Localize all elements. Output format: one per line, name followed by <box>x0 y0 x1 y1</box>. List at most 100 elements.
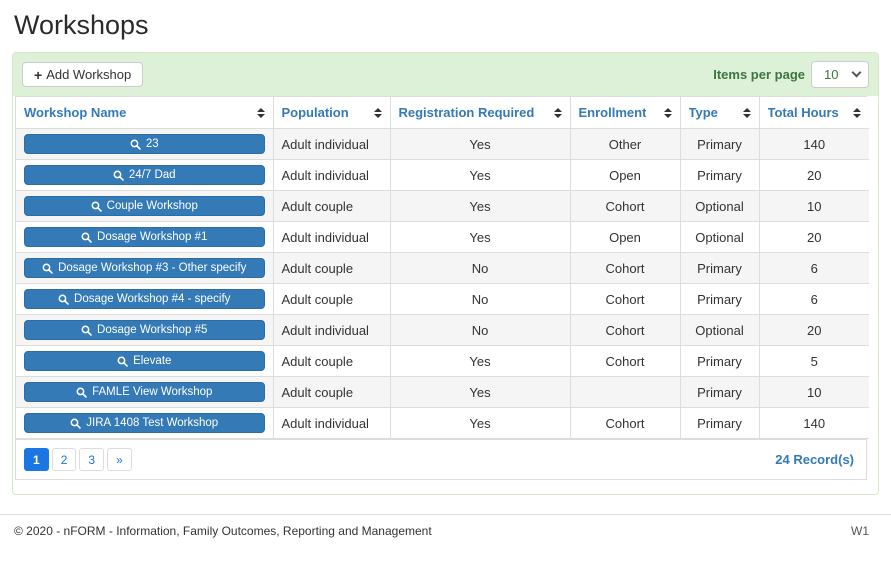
page-title: Workshops <box>14 10 149 40</box>
search-icon <box>81 325 92 336</box>
workshops-table: Workshop Name Population Registration Requ… <box>16 97 869 439</box>
pager: 1 2 3» <box>24 448 132 471</box>
column-header-type[interactable]: Type <box>679 97 760 129</box>
enrollment-cell: Open <box>569 159 681 191</box>
footer-site-code: W1 <box>851 524 869 538</box>
workshop-link-button[interactable]: FAMLE View Workshop <box>24 382 265 402</box>
registration-required-cell: Yes <box>389 190 571 222</box>
registration-required-cell: No <box>389 314 571 346</box>
table-row: Elevate Adult couple Yes Cohort Primary 5 <box>16 345 869 377</box>
population-cell: Adult individual <box>272 128 391 160</box>
registration-required-cell: Yes <box>389 221 571 253</box>
table-row: JIRA 1408 Test Workshop Adult individual Y… <box>16 407 869 439</box>
sort-icon <box>373 107 382 118</box>
next-page-button[interactable]: » <box>107 448 132 471</box>
workshop-name-label: FAMLE View Workshop <box>92 386 213 398</box>
search-icon <box>91 201 102 212</box>
search-icon <box>81 232 92 243</box>
total-hours-cell: 6 <box>758 252 869 284</box>
population-cell: Adult individual <box>272 159 391 191</box>
workshop-name-label: Dosage Workshop #4 - specify <box>74 293 231 305</box>
workshops-panel: + Add Workshop Items per page 10 Worksho… <box>12 52 879 495</box>
total-hours-cell: 10 <box>758 376 869 408</box>
population-cell: Adult couple <box>272 345 391 377</box>
workshop-link-button[interactable]: Elevate <box>24 351 265 371</box>
search-icon <box>70 418 82 429</box>
workshops-table-wrap: Workshop Name Population Registration Requ… <box>15 96 869 480</box>
column-header-label: Type <box>688 105 718 120</box>
sort-icon <box>853 107 861 118</box>
table-row: Dosage Workshop #3 - Other specify Adult … <box>16 252 869 284</box>
column-header-workshop_name[interactable]: Workshop Name <box>16 97 274 129</box>
workshop-link-button[interactable]: Dosage Workshop #3 - Other specify <box>24 258 265 278</box>
site-footer: © 2020 - nFORM - Information, Family Out… <box>0 515 891 538</box>
sort-icon <box>663 107 672 118</box>
workshop-name-cell: Dosage Workshop #3 - Other specify <box>16 252 274 284</box>
population-cell: Adult couple <box>272 252 391 284</box>
workshop-link-button[interactable]: Couple Workshop <box>24 196 265 216</box>
column-header-total_hours[interactable]: Total Hours <box>758 97 869 129</box>
sort-icon <box>553 107 562 118</box>
page-button-1[interactable]: 1 <box>24 448 49 471</box>
workshop-name-label: JIRA 1408 Test Workshop <box>86 417 219 429</box>
workshop-name-cell: JIRA 1408 Test Workshop <box>16 407 274 439</box>
workshop-link-button[interactable]: 24/7 Dad <box>24 165 265 185</box>
workshop-name-cell: Dosage Workshop #1 <box>16 221 274 253</box>
items-per-page-select[interactable]: 10 <box>811 61 869 88</box>
column-header-population[interactable]: Population <box>272 97 391 129</box>
type-cell: Primary <box>679 345 760 377</box>
table-header-row: Workshop Name Population Registration Requ… <box>16 97 869 129</box>
workshop-link-button[interactable]: Dosage Workshop #4 - specify <box>24 289 265 309</box>
column-header-label: Enrollment <box>578 105 647 120</box>
workshop-name-cell: Couple Workshop <box>16 190 274 222</box>
sort-icon <box>256 107 265 118</box>
page-button-3[interactable]: 3 <box>79 448 105 471</box>
registration-required-cell: Yes <box>389 376 571 408</box>
records-count: 24 Record(s) <box>775 452 854 467</box>
population-cell: Adult couple <box>272 190 391 222</box>
add-workshop-button[interactable]: + Add Workshop <box>22 62 144 87</box>
type-cell: Primary <box>679 128 760 160</box>
type-cell: Primary <box>679 283 760 315</box>
workshop-name-label: Dosage Workshop #5 <box>97 324 208 336</box>
registration-required-cell: Yes <box>389 159 571 191</box>
enrollment-cell <box>569 376 681 408</box>
total-hours-cell: 140 <box>758 128 869 160</box>
workshop-name-cell: Elevate <box>16 345 274 377</box>
workshop-link-button[interactable]: Dosage Workshop #5 <box>24 320 265 340</box>
table-row: Dosage Workshop #1 Adult individual Yes Ope… <box>16 221 869 253</box>
plus-icon: + <box>34 66 43 83</box>
registration-required-cell: Yes <box>389 407 571 439</box>
workshop-link-button[interactable]: 23 <box>24 134 265 154</box>
search-icon <box>117 356 128 367</box>
column-header-label: Registration Required <box>398 105 535 120</box>
panel-body: Workshop Name Population Registration Requ… <box>13 96 878 494</box>
workshop-name-label: Couple Workshop <box>106 200 198 212</box>
enrollment-cell: Cohort <box>569 407 681 439</box>
population-cell: Adult individual <box>272 407 391 439</box>
type-cell: Optional <box>679 190 760 222</box>
workshop-link-button[interactable]: Dosage Workshop #1 <box>24 227 265 247</box>
registration-required-cell: Yes <box>389 128 571 160</box>
population-cell: Adult couple <box>272 376 391 408</box>
type-cell: Primary <box>679 252 760 284</box>
table-row: 23 Adult individual Yes Other Primary 140 <box>16 128 869 160</box>
footer-divider <box>0 514 891 515</box>
page-button-2[interactable]: 2 <box>51 448 77 471</box>
column-header-label: Workshop Name <box>24 105 127 120</box>
registration-required-cell: Yes <box>389 345 571 377</box>
workshop-link-button[interactable]: JIRA 1408 Test Workshop <box>24 413 265 433</box>
table-row: Couple Workshop Adult couple Yes Cohort Opti… <box>16 190 869 222</box>
enrollment-cell: Other <box>569 128 681 160</box>
enrollment-cell: Cohort <box>569 314 681 346</box>
items-per-page-group: Items per page 10 <box>713 61 869 88</box>
search-icon <box>58 294 69 305</box>
pagination-row: 1 2 3» 24 Record(s) <box>16 439 866 479</box>
type-cell: Optional <box>679 314 760 346</box>
column-header-enrollment[interactable]: Enrollment <box>569 97 681 129</box>
column-header-registration_required[interactable]: Registration Required <box>389 97 571 129</box>
items-per-page-label: Items per page <box>713 67 805 82</box>
population-cell: Adult individual <box>272 314 391 346</box>
registration-required-cell: No <box>389 252 571 284</box>
table-row: FAMLE View Workshop Adult couple Yes Primar… <box>16 376 869 408</box>
